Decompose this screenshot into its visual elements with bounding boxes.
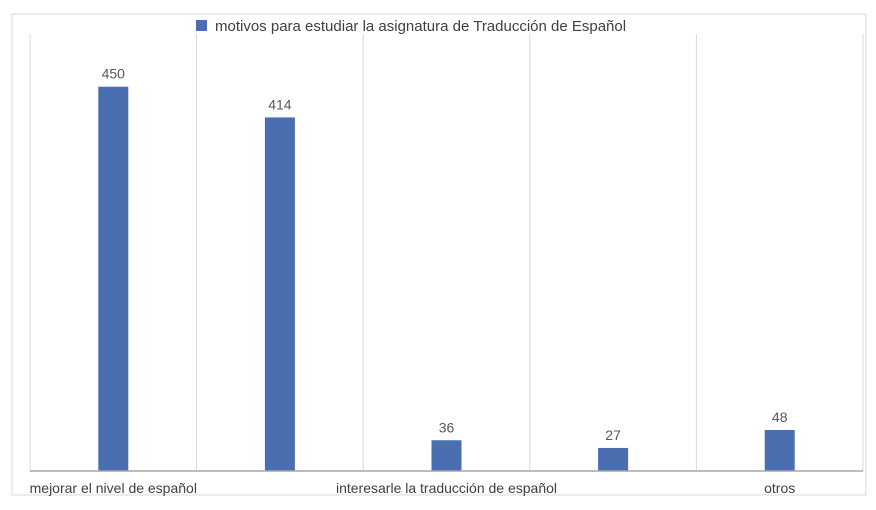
category-label: otros [764, 480, 795, 496]
legend-label: motivos para estudiar la asignatura de T… [215, 18, 626, 35]
data-label: 450 [102, 66, 126, 82]
data-label: 36 [439, 419, 455, 435]
data-label: 48 [772, 409, 788, 425]
bar [98, 86, 129, 471]
bar [764, 430, 795, 471]
bar [598, 447, 629, 471]
bar [431, 440, 462, 471]
bar [264, 117, 295, 471]
category-label: mejorar el nivel de español [30, 480, 197, 496]
legend-swatch [196, 20, 207, 31]
data-label: 414 [268, 96, 292, 112]
data-label: 27 [605, 427, 621, 443]
legend: motivos para estudiar la asignatura de T… [196, 18, 626, 35]
category-label: interesarle la traducción de español [336, 480, 557, 496]
chart-border [11, 13, 867, 496]
